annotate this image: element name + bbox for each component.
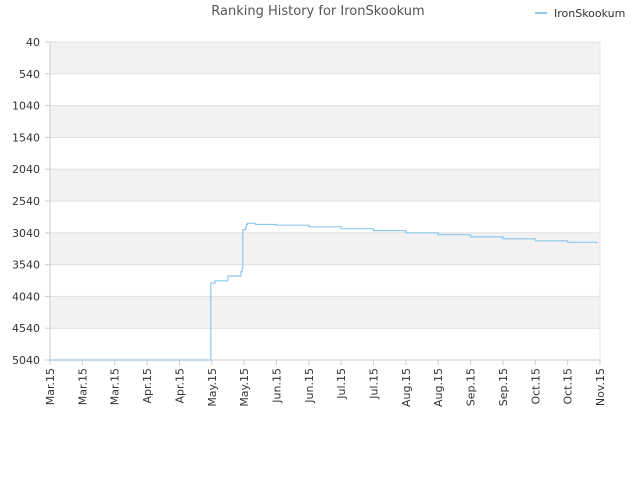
y-axis-ticks: 40 540 1040 1540 2040 2540 3040 3540 4040 4540 504… [12, 36, 40, 367]
legend[interactable]: IronSkookum [535, 5, 625, 21]
series-line-ironskookum [50, 222, 598, 361]
x-tick-label: Mar.15 [76, 368, 89, 405]
x-tick-label: Sep.15 [497, 368, 510, 406]
gridlines [45, 41, 600, 361]
x-axis-ticks: Mar.15 Mar.15 Mar.15 Apr.15 Apr.15 May.15 May.… [44, 360, 607, 407]
plot-band [50, 232, 600, 265]
y-tick-label: 1040 [12, 100, 40, 113]
plot-band [50, 42, 600, 74]
plot-band [50, 105, 600, 138]
x-tick-label: Jul.15 [368, 368, 381, 400]
x-tick-label: May.15 [238, 368, 251, 407]
y-tick-label: 3540 [12, 259, 40, 272]
x-tick-label: Sep.15 [465, 368, 478, 406]
x-tick-label: Aug.15 [432, 368, 445, 407]
x-tick-label: Jul.15 [335, 368, 348, 400]
y-tick-label: 2540 [12, 195, 40, 208]
series-layer [50, 222, 598, 361]
y-tick-label: 3040 [12, 227, 40, 240]
x-tick-label: Nov.15 [594, 368, 607, 406]
plot-band [50, 296, 600, 329]
y-tick-label: 540 [19, 68, 40, 81]
legend-swatch [535, 12, 547, 14]
chart-title: Ranking History for IronSkookum [211, 4, 425, 19]
y-tick-label: 4540 [12, 322, 40, 335]
plot-band [50, 169, 600, 201]
y-tick-label: 1540 [12, 131, 40, 144]
x-tick-label: Apr.15 [141, 368, 154, 404]
x-tick-label: Mar.15 [44, 368, 57, 405]
legend-label-ironskookum: IronSkookum [554, 6, 626, 20]
y-tick-label: 4040 [12, 290, 40, 303]
y-tick-label: 5040 [12, 354, 40, 367]
x-tick-label: Aug.15 [400, 368, 413, 407]
x-tick-label: Oct.15 [529, 368, 542, 405]
x-tick-label: May.15 [206, 368, 219, 407]
x-tick-label: Oct.15 [562, 368, 575, 405]
y-tick-label: 40 [26, 36, 40, 49]
x-tick-label: Mar.15 [109, 368, 122, 405]
x-tick-label: Jun.15 [270, 368, 283, 404]
y-tick-label: 2040 [12, 163, 40, 176]
x-tick-label: Jun.15 [303, 368, 316, 404]
x-tick-label: Apr.15 [173, 368, 186, 404]
